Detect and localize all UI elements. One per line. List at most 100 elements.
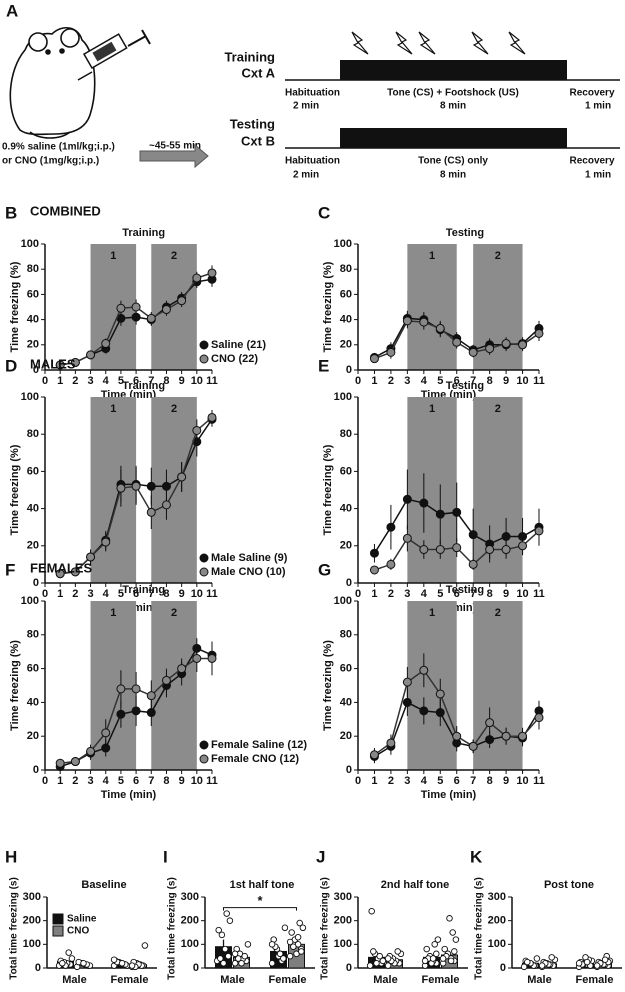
y-tick-label: 100: [488, 938, 506, 950]
x-tick-label: 9: [503, 775, 509, 787]
individual-point: [524, 958, 531, 966]
region-label: 1: [110, 403, 116, 415]
x-tick-label: Male: [373, 974, 397, 986]
data-point: [402, 494, 412, 504]
x-tick-label: 0: [355, 775, 361, 787]
y-tick-label: 40: [340, 314, 352, 326]
data-point: [192, 425, 202, 435]
y-tick-label: 20: [27, 540, 39, 552]
data-point: [207, 653, 217, 663]
shaded-region: [151, 601, 197, 770]
data-point: [419, 706, 429, 716]
data-point: [146, 481, 156, 491]
data-point: [485, 344, 495, 354]
panel-letter: H: [5, 847, 17, 866]
x-tick-label: 5: [437, 588, 443, 600]
x-tick-label: 11: [206, 775, 218, 787]
x-tick-label: 2: [388, 375, 394, 387]
region-label: 1: [429, 607, 435, 619]
y-tick-label: 60: [27, 663, 39, 675]
x-tick-label: 11: [533, 775, 545, 787]
phase-duration: 8 min: [440, 101, 466, 112]
data-point: [161, 305, 171, 315]
legend-label: Male Saline (9): [211, 552, 288, 564]
x-tick-label: 6: [133, 588, 139, 600]
individual-point: [235, 955, 242, 962]
y-tick-label: 0: [500, 962, 506, 974]
chart-title: Testing: [446, 584, 484, 596]
individual-point: [368, 907, 375, 915]
y-tick-label: 200: [23, 915, 41, 927]
region-label: 1: [110, 607, 116, 619]
individual-point: [223, 910, 230, 917]
x-tick-label: 3: [87, 375, 93, 387]
shaded-region: [473, 397, 523, 583]
individual-point: [220, 960, 227, 967]
y-tick-label: 200: [488, 915, 506, 927]
x-tick-label: 1: [371, 775, 377, 787]
individual-point: [376, 952, 383, 960]
data-point: [534, 526, 544, 536]
x-tick-label: 8: [163, 375, 169, 387]
individual-point: [593, 962, 601, 969]
data-point: [192, 653, 202, 663]
individual-point: [238, 960, 245, 967]
chart-title: Post tone: [544, 879, 594, 891]
data-point: [161, 481, 171, 491]
data-point: [419, 498, 429, 508]
legend-marker: [199, 354, 209, 364]
legend-label: Female CNO (12): [211, 753, 299, 765]
individual-point: [290, 943, 297, 950]
individual-point: [241, 952, 248, 960]
y-tick-label: 0: [346, 364, 352, 376]
x-tick-label: 10: [516, 588, 528, 600]
x-tick-label: Male: [220, 974, 244, 986]
data-point: [518, 541, 528, 551]
data-point: [419, 665, 429, 675]
individual-point: [294, 933, 302, 941]
phase-name: Habituation: [285, 88, 340, 99]
panel-letter: I: [163, 847, 168, 866]
data-point: [131, 302, 141, 312]
y-tick-label: 300: [23, 891, 41, 903]
region-label: 2: [495, 250, 501, 262]
individual-point: [370, 948, 377, 955]
panel-letter: E: [318, 356, 329, 375]
x-tick-label: Female: [422, 974, 460, 986]
shock-icons: [351, 31, 526, 55]
shaded-region: [473, 244, 523, 370]
x-tick-label: 9: [179, 775, 185, 787]
syringe: [77, 29, 151, 81]
data-point: [419, 317, 429, 327]
individual-point: [431, 941, 438, 948]
y-axis-label: Total time freezing (s): [474, 877, 485, 980]
x-tick-label: 10: [516, 375, 528, 387]
x-tick-label: 5: [118, 775, 124, 787]
x-tick-label: Female: [111, 974, 149, 986]
individual-point: [439, 955, 447, 962]
shaded-region: [407, 601, 457, 770]
individual-point: [280, 955, 287, 962]
data-point: [452, 337, 462, 347]
data-point: [468, 530, 478, 540]
data-point: [116, 303, 126, 313]
data-point: [131, 684, 141, 694]
panel-heading: FEMALES: [30, 560, 92, 575]
phase-name: Habituation: [285, 156, 340, 167]
chart-title: Training: [122, 380, 165, 392]
individual-point: [65, 949, 72, 956]
data-point: [518, 731, 528, 741]
x-tick-label: 2: [72, 588, 78, 600]
data-point: [402, 533, 412, 543]
data-point: [70, 357, 80, 367]
x-tick-label: 8: [487, 375, 493, 387]
legend-label: CNO: [67, 926, 89, 937]
x-tick-label: 7: [148, 775, 154, 787]
y-tick-label: 0: [33, 577, 39, 589]
x-tick-label: 8: [487, 588, 493, 600]
x-tick-label: 1: [57, 375, 63, 387]
x-tick-label: 3: [87, 588, 93, 600]
legend-label: Saline: [67, 914, 97, 925]
data-point: [116, 483, 126, 493]
